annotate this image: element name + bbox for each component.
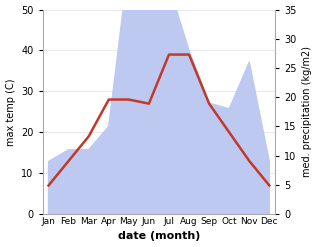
Y-axis label: med. precipitation (kg/m2): med. precipitation (kg/m2): [302, 46, 313, 177]
Y-axis label: max temp (C): max temp (C): [5, 78, 16, 145]
X-axis label: date (month): date (month): [118, 231, 200, 242]
